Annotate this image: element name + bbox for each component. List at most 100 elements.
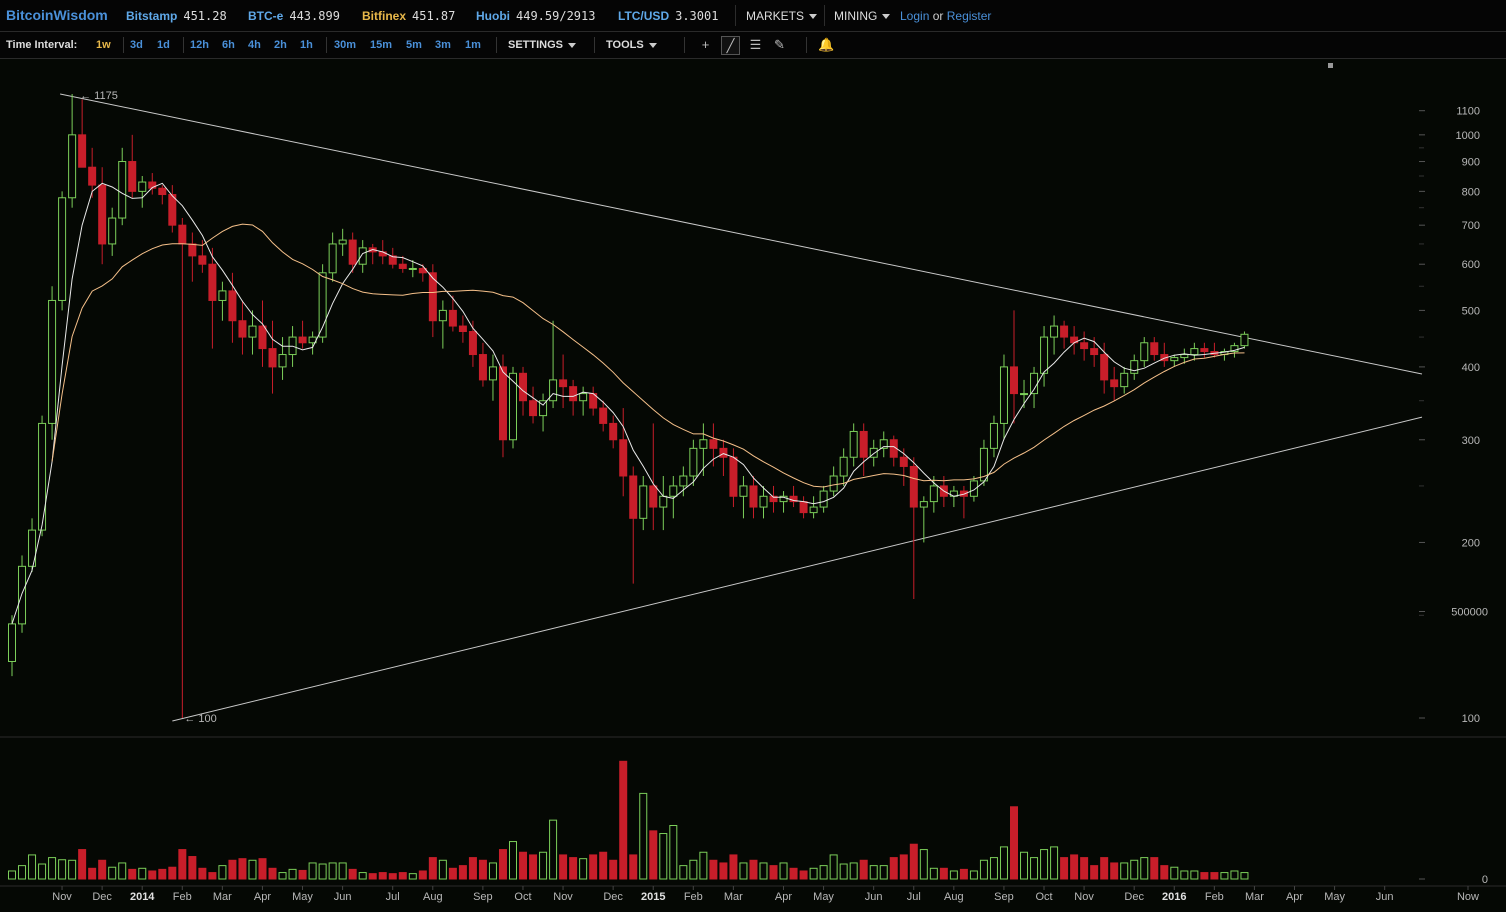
market-ticker-bitstamp[interactable]: Bitstamp 451.28	[126, 9, 227, 23]
volume-bar	[1160, 865, 1169, 880]
candle-up	[679, 475, 688, 487]
volume-bar	[729, 854, 738, 880]
interval-1h[interactable]: 1h	[300, 39, 313, 51]
x-tick-label: Nov	[553, 891, 573, 903]
candle-down	[88, 166, 97, 186]
x-tick-label: Feb	[1205, 891, 1224, 903]
candle-up	[1050, 325, 1059, 338]
interval-1w[interactable]: 1w	[96, 39, 111, 51]
candle-down	[609, 422, 618, 441]
x-tick-label: May	[813, 891, 834, 903]
pen-icon[interactable]: ✎	[774, 37, 785, 52]
tools-menu-label: TOOLS	[606, 39, 644, 51]
brand-logo[interactable]: BitcoinWisdom	[6, 7, 108, 23]
volume-bar	[689, 859, 698, 880]
settings-menu[interactable]: SETTINGS	[508, 39, 577, 51]
markets-menu[interactable]: MARKETS	[746, 9, 818, 23]
volume-bar	[989, 857, 998, 880]
x-tick-label: Jun	[334, 891, 352, 903]
candle-up	[849, 430, 858, 458]
volume-bar	[1140, 857, 1149, 880]
caret-down-icon	[882, 14, 891, 20]
tools-menu[interactable]: TOOLS	[606, 39, 657, 51]
price-chart[interactable]: 1100 1000 900 800 700 600 500 400 300 200 100 50000…	[0, 59, 1506, 912]
candle-down	[859, 430, 868, 458]
candle-up	[539, 400, 548, 417]
candle-up	[829, 475, 838, 492]
volume-bar	[158, 868, 167, 880]
candle-up	[669, 485, 678, 497]
divider	[123, 37, 124, 53]
volume-bar	[68, 859, 77, 880]
candle-down	[519, 372, 528, 402]
volume-bar	[759, 862, 768, 880]
login-link[interactable]: Login	[900, 9, 930, 23]
market-price: 443.899	[289, 9, 340, 23]
line-draw-icon[interactable]: ╱	[721, 36, 740, 55]
fib-lines-icon[interactable]: ☰	[749, 37, 762, 52]
low-annotation: ← 100	[184, 713, 216, 725]
interval-4h[interactable]: 4h	[248, 39, 261, 51]
volume-bar	[859, 859, 868, 880]
volume-bar	[599, 851, 608, 880]
lower-trendline	[172, 416, 1423, 722]
mining-menu[interactable]: MINING	[834, 9, 891, 23]
bell-icon[interactable]: 🔔	[818, 37, 835, 52]
candle-down	[498, 366, 507, 441]
candle-up	[1180, 354, 1189, 359]
candle-up	[1240, 333, 1249, 347]
candle-down	[198, 255, 207, 265]
candle-up	[639, 485, 648, 519]
volume-bar	[228, 859, 237, 880]
volume-bar	[799, 870, 808, 880]
volume-bar	[969, 870, 978, 880]
volume-bar	[959, 868, 968, 880]
candle-down	[769, 495, 778, 503]
volume-bar	[328, 862, 337, 880]
market-ticker-btc-e[interactable]: BTC-e 443.899	[248, 9, 340, 23]
volume-bar	[438, 859, 447, 880]
candle-down	[158, 187, 167, 196]
x-tick-label: May	[292, 891, 313, 903]
register-link[interactable]: Register	[946, 9, 992, 23]
interval-3m[interactable]: 3m	[435, 39, 451, 51]
candle-up	[839, 456, 848, 477]
market-ticker-bitfinex[interactable]: Bitfinex 451.87	[362, 9, 455, 23]
interval-2h[interactable]: 2h	[274, 39, 287, 51]
candle-up	[18, 565, 27, 625]
interval-3d[interactable]: 3d	[130, 39, 143, 51]
volume-bar	[278, 872, 287, 880]
volume-bar	[108, 866, 117, 880]
candle-up	[28, 529, 37, 567]
market-ticker-huobi[interactable]: Huobi 449.59/2913	[476, 9, 595, 23]
volume-bar	[478, 859, 487, 880]
interval-30m[interactable]: 30m	[334, 39, 357, 51]
volume-bar	[1100, 857, 1109, 880]
x-tick-label: Oct	[514, 891, 531, 903]
volume-bar	[669, 825, 678, 880]
interval-15m[interactable]: 15m	[370, 39, 393, 51]
volume-bar	[248, 859, 257, 880]
candle-down	[619, 439, 628, 477]
candle-up	[8, 623, 16, 662]
interval-12h[interactable]: 12h	[190, 39, 209, 51]
candle-up	[689, 447, 698, 477]
volume-bar	[308, 862, 317, 880]
interval-6h[interactable]: 6h	[222, 39, 235, 51]
interval-1d[interactable]: 1d	[157, 39, 170, 51]
interval-5m[interactable]: 5m	[406, 39, 422, 51]
market-ticker-ltc-usd[interactable]: LTC/USD 3.3001	[618, 9, 718, 23]
interval-1m[interactable]: 1m	[465, 39, 481, 51]
market-name: LTC/USD	[618, 9, 670, 23]
crosshair-icon[interactable]: +	[701, 37, 710, 52]
volume-bar	[899, 854, 908, 880]
x-tick-label: Jun	[1376, 891, 1394, 903]
volume-bar	[38, 863, 47, 880]
candle-down	[709, 439, 718, 449]
volume-bar	[549, 819, 558, 880]
candle-up	[438, 309, 447, 322]
volume-bar	[569, 857, 578, 880]
volume-bar	[148, 870, 157, 880]
candle-down	[1100, 354, 1109, 381]
volume-bar	[739, 862, 748, 880]
